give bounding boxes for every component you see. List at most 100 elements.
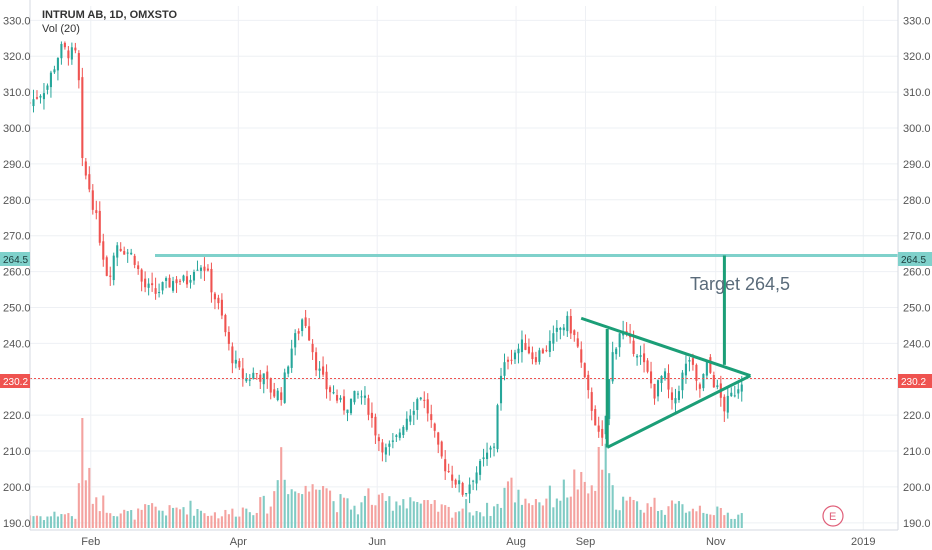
volume-bar xyxy=(475,511,478,528)
volume-bar xyxy=(381,493,384,528)
candle-body xyxy=(667,373,670,390)
y-tick-right: 280.0 xyxy=(903,195,931,207)
y-tick-right: 200.0 xyxy=(903,482,931,494)
triangle-lower-line[interactable] xyxy=(606,374,752,449)
candle-body xyxy=(252,372,255,379)
candle-body xyxy=(70,47,73,60)
volume-bar xyxy=(234,516,237,528)
candle-body xyxy=(716,385,719,388)
candle-body xyxy=(465,493,468,495)
y-tick-right: 220.0 xyxy=(903,410,931,422)
volume-bar xyxy=(454,512,457,528)
candle-body xyxy=(681,372,684,391)
volume-bar xyxy=(335,512,339,528)
candle-body xyxy=(238,360,241,368)
volume-bar xyxy=(318,489,321,528)
candle-body xyxy=(137,265,140,270)
candle-body xyxy=(391,440,394,442)
candle-body xyxy=(583,363,586,378)
candle-body xyxy=(374,416,377,436)
volume-bar xyxy=(492,506,496,528)
target-label: Target 264,5 xyxy=(690,274,790,294)
candle-body xyxy=(670,392,674,400)
candle-body xyxy=(381,442,384,453)
target-annotation[interactable]: Target 264,5 xyxy=(690,274,790,294)
volume-bar xyxy=(649,506,653,528)
volume-bar xyxy=(241,507,244,528)
volume-bar xyxy=(559,500,562,528)
y-tick-right: 240.0 xyxy=(903,338,931,350)
volume-bar xyxy=(698,505,701,528)
volume-bar xyxy=(161,510,164,528)
candle-body xyxy=(32,99,35,107)
candle-body xyxy=(217,297,220,304)
volume-bar xyxy=(151,503,154,528)
triangle-upper-line[interactable] xyxy=(580,316,751,378)
candle-body xyxy=(119,248,122,251)
volume-bar xyxy=(629,496,632,528)
volume-bar xyxy=(46,516,49,528)
candle-body xyxy=(297,331,300,334)
volume-bar xyxy=(42,520,46,528)
candle-body xyxy=(632,340,635,354)
candle-body xyxy=(580,349,583,363)
volume-bar xyxy=(137,508,140,528)
earnings-marker[interactable]: E xyxy=(822,505,844,527)
volume-bar xyxy=(266,513,269,528)
candle-body xyxy=(329,387,332,393)
earnings-circle[interactable] xyxy=(822,505,844,527)
candle-body xyxy=(98,210,101,243)
candle-body xyxy=(506,359,510,362)
volume-bar xyxy=(196,509,199,528)
candle-body xyxy=(709,357,712,373)
volume-bar xyxy=(604,443,607,528)
volume-bar xyxy=(377,494,380,528)
candle-body xyxy=(178,280,182,282)
volume-indicator-label[interactable]: Vol (20) xyxy=(42,23,80,35)
candle-body xyxy=(109,275,112,277)
volume-bar xyxy=(283,479,286,528)
volume-bar xyxy=(545,498,548,528)
volume-bar xyxy=(119,513,122,528)
volume-bar xyxy=(412,501,415,528)
candle-body xyxy=(227,331,230,344)
candle-body xyxy=(276,390,279,400)
volume-bar xyxy=(506,481,510,528)
volume-bar xyxy=(405,508,408,528)
candle-body xyxy=(723,396,726,412)
volume-bar xyxy=(84,480,87,528)
volume-bar xyxy=(503,487,506,528)
candle-body xyxy=(604,415,607,435)
time-axis[interactable]: Feb Apr Jun Aug Sep Nov 2019 xyxy=(81,536,875,548)
candle-body xyxy=(482,457,485,460)
volume-bar xyxy=(430,503,433,528)
volume-bar xyxy=(538,502,541,528)
volume-bar xyxy=(112,515,115,528)
volume-bar xyxy=(615,509,618,528)
candle-body xyxy=(573,330,576,335)
drawings[interactable] xyxy=(30,253,898,449)
y-tick-right: 210.0 xyxy=(903,446,931,458)
candle-body xyxy=(342,396,346,411)
candle-body xyxy=(569,316,572,334)
price-axis-right[interactable]: 190.0200.0210.0220.0230.0240.0250.0260.0… xyxy=(903,15,931,529)
price-axis-left[interactable]: 190.0200.0210.0220.0230.0240.0250.0260.0… xyxy=(3,15,31,529)
volume-bar xyxy=(726,512,729,528)
volume-bar xyxy=(702,512,705,528)
volume-bar xyxy=(472,515,475,528)
candle-body xyxy=(737,389,740,394)
candle-body xyxy=(534,357,537,363)
candle-body xyxy=(116,245,119,258)
left-axis-bg xyxy=(0,0,30,550)
volume-bar xyxy=(325,488,328,528)
candle-body xyxy=(165,278,168,281)
target-badge-left xyxy=(0,252,30,266)
candle-body xyxy=(601,428,604,438)
volume-bar xyxy=(444,505,447,528)
volume-bar xyxy=(674,503,677,528)
candle-body xyxy=(545,350,548,352)
candle-body xyxy=(339,397,342,400)
candle-body xyxy=(458,480,461,485)
candle-body xyxy=(95,210,98,214)
